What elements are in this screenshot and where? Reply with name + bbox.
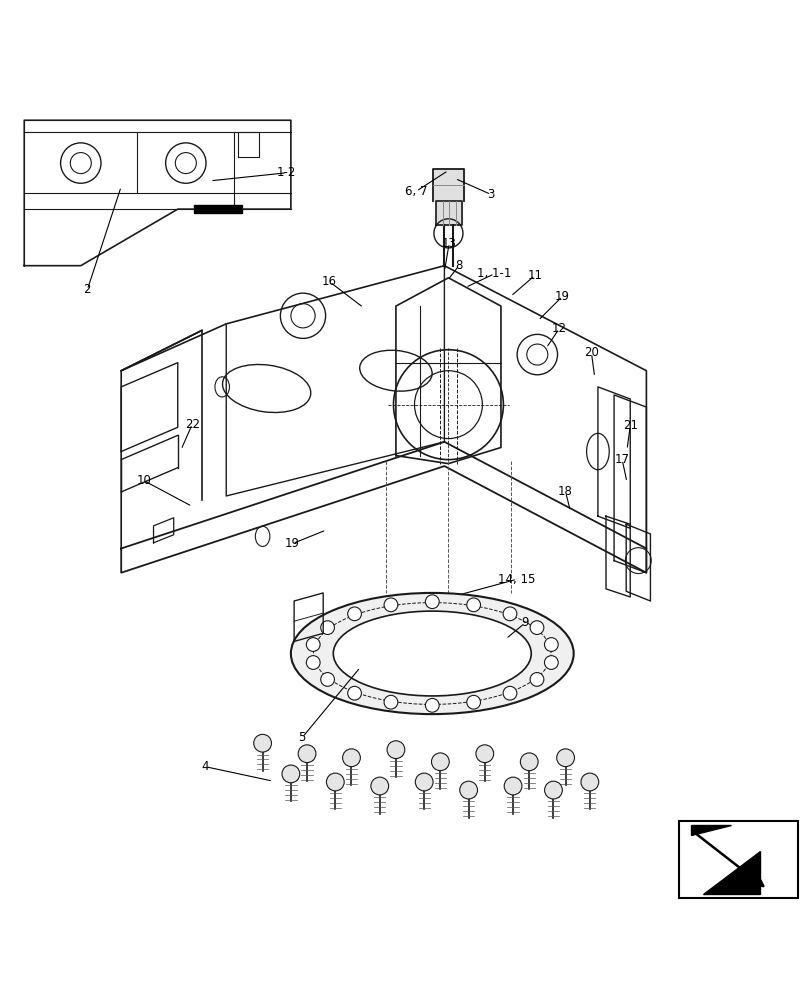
Circle shape xyxy=(347,686,361,700)
Text: 8: 8 xyxy=(455,259,463,272)
Polygon shape xyxy=(703,851,760,894)
Circle shape xyxy=(343,749,360,767)
Text: 3: 3 xyxy=(487,188,495,201)
Text: 14, 15: 14, 15 xyxy=(499,573,536,586)
Circle shape xyxy=(467,598,481,612)
Circle shape xyxy=(460,781,478,799)
FancyBboxPatch shape xyxy=(679,821,798,898)
Polygon shape xyxy=(433,169,464,201)
Text: 20: 20 xyxy=(584,346,599,359)
Circle shape xyxy=(384,598,398,612)
Circle shape xyxy=(306,638,320,651)
Circle shape xyxy=(254,734,271,752)
Circle shape xyxy=(282,765,300,783)
Text: 11: 11 xyxy=(528,269,542,282)
Circle shape xyxy=(321,621,335,634)
Text: 17: 17 xyxy=(615,453,629,466)
Circle shape xyxy=(306,656,320,669)
Circle shape xyxy=(530,673,544,686)
Text: 19: 19 xyxy=(555,290,570,303)
Circle shape xyxy=(347,607,361,621)
Text: 18: 18 xyxy=(558,485,573,498)
Circle shape xyxy=(504,777,522,795)
Polygon shape xyxy=(436,201,462,225)
Text: 1, 1-1: 1, 1-1 xyxy=(478,267,511,280)
Circle shape xyxy=(581,773,599,791)
Circle shape xyxy=(415,773,433,791)
Text: 9: 9 xyxy=(521,616,529,629)
Text: 5: 5 xyxy=(298,731,306,744)
Text: 10: 10 xyxy=(137,474,151,487)
Circle shape xyxy=(545,656,558,669)
Circle shape xyxy=(545,781,562,799)
Circle shape xyxy=(503,607,517,621)
Text: 16: 16 xyxy=(322,275,337,288)
Polygon shape xyxy=(691,825,731,835)
Text: 6, 7: 6, 7 xyxy=(405,185,427,198)
Polygon shape xyxy=(194,205,242,213)
Circle shape xyxy=(298,745,316,763)
Text: 1-2: 1-2 xyxy=(277,166,297,179)
Circle shape xyxy=(557,749,574,767)
Circle shape xyxy=(321,673,335,686)
Text: 2: 2 xyxy=(83,283,91,296)
Circle shape xyxy=(545,638,558,651)
Circle shape xyxy=(520,753,538,771)
Text: 12: 12 xyxy=(552,322,566,335)
Circle shape xyxy=(503,686,517,700)
Circle shape xyxy=(476,745,494,763)
Circle shape xyxy=(426,595,440,609)
Circle shape xyxy=(431,753,449,771)
Circle shape xyxy=(426,698,440,712)
Circle shape xyxy=(387,741,405,759)
Ellipse shape xyxy=(334,611,532,696)
Text: 13: 13 xyxy=(442,237,457,250)
Text: 4: 4 xyxy=(201,760,209,773)
Text: 22: 22 xyxy=(185,418,200,431)
Circle shape xyxy=(384,695,398,709)
Circle shape xyxy=(326,773,344,791)
Ellipse shape xyxy=(291,593,574,714)
Text: 21: 21 xyxy=(623,419,638,432)
Circle shape xyxy=(371,777,389,795)
Circle shape xyxy=(530,621,544,634)
Circle shape xyxy=(467,695,481,709)
Text: 19: 19 xyxy=(285,537,300,550)
